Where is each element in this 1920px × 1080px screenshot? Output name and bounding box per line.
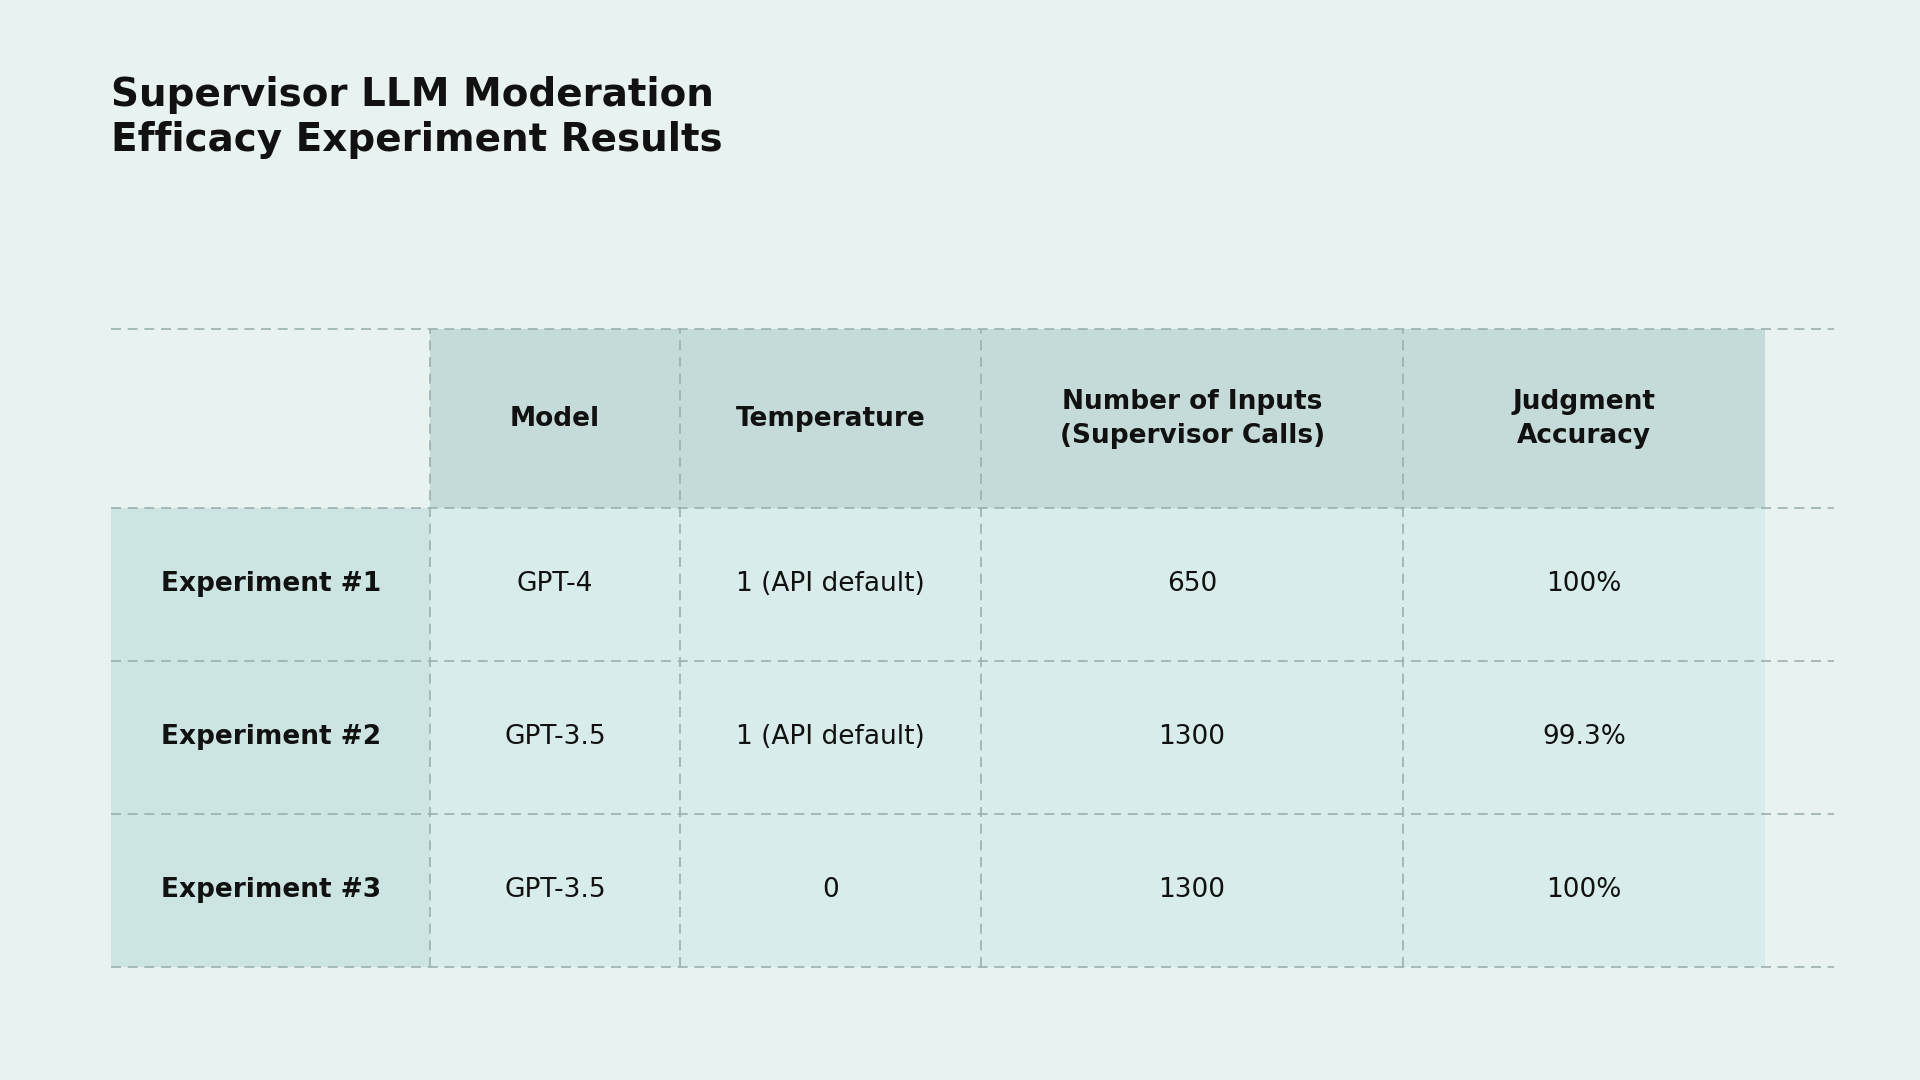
Text: GPT-4: GPT-4 [516,571,593,597]
Text: Experiment #3: Experiment #3 [161,877,380,903]
Text: GPT-3.5: GPT-3.5 [505,877,605,903]
Text: 99.3%: 99.3% [1542,725,1626,751]
Text: 100%: 100% [1546,877,1622,903]
Text: GPT-3.5: GPT-3.5 [505,725,605,751]
Text: 0: 0 [822,877,839,903]
Text: Experiment #2: Experiment #2 [161,725,380,751]
Text: 100%: 100% [1546,571,1622,597]
Text: 1300: 1300 [1158,877,1225,903]
Text: Judgment
Accuracy: Judgment Accuracy [1513,389,1655,448]
Text: Experiment #1: Experiment #1 [161,571,380,597]
Text: Number of Inputs
(Supervisor Calls): Number of Inputs (Supervisor Calls) [1060,389,1325,448]
Text: Model: Model [511,406,599,432]
Text: 1300: 1300 [1158,725,1225,751]
Text: Supervisor LLM Moderation
Efficacy Experiment Results: Supervisor LLM Moderation Efficacy Exper… [111,76,724,159]
Text: 1 (API default): 1 (API default) [735,571,925,597]
Text: 650: 650 [1167,571,1217,597]
Text: 1 (API default): 1 (API default) [735,725,925,751]
Text: Temperature: Temperature [735,406,925,432]
